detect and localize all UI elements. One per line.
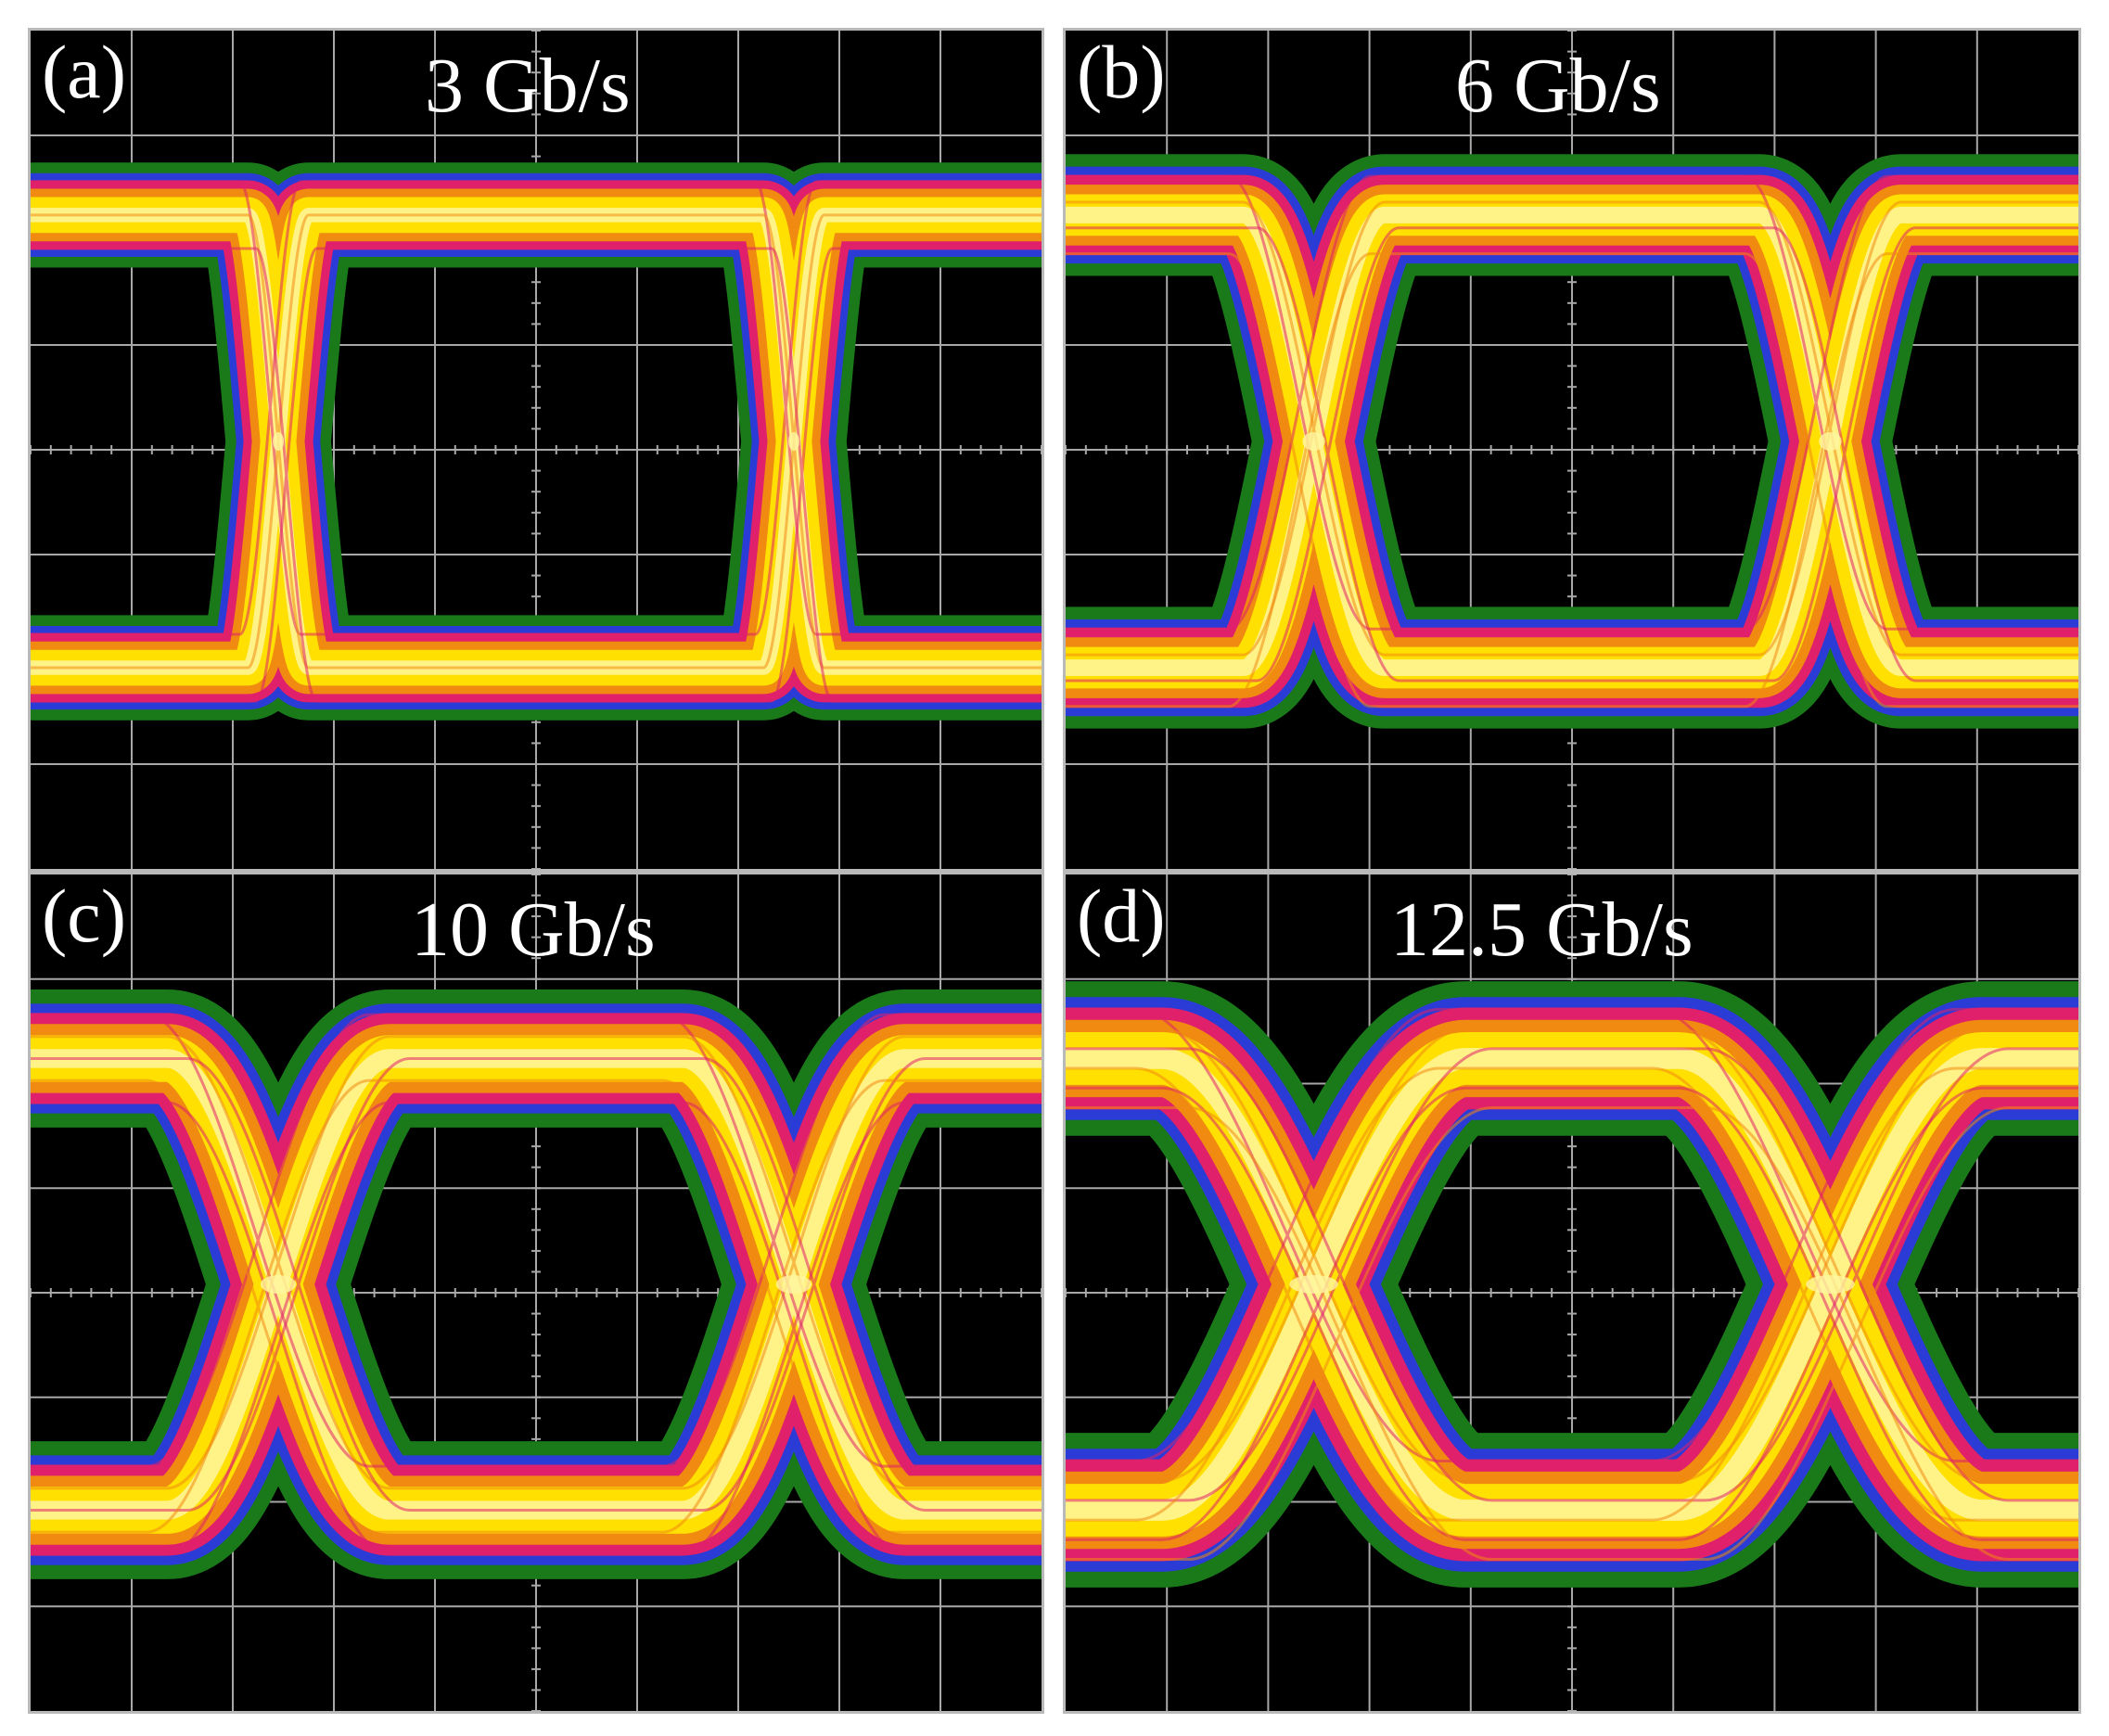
eye-trace-jitter (1066, 1066, 2078, 1522)
eye-crossing-point (260, 1274, 297, 1294)
eye-diagram-panel-c: (c) 10 Gb/s (28, 872, 1044, 1714)
eye-traces (1066, 154, 2078, 729)
panel-label-d: (d) (1077, 874, 1166, 958)
eye-trace-jitter (31, 247, 1042, 703)
eye-traces (31, 989, 1042, 1579)
bit-rate-label-d: 12.5 Gb/s (1390, 887, 1694, 973)
eye-diagram-plot-d (1066, 874, 2078, 1711)
eye-trace-jitter (1066, 200, 2078, 657)
eye-trace-jitter (31, 180, 1042, 636)
eye-trace-jitter (1066, 1105, 2078, 1562)
bit-rate-label-b: 6 Gb/s (1455, 43, 1661, 129)
bit-rate-label-c: 10 Gb/s (411, 887, 656, 973)
panel-label-b: (b) (1077, 30, 1166, 114)
eye-trace-jitter (1066, 1047, 2078, 1502)
eye-crossing-point (775, 1274, 812, 1294)
eye-trace-jitter (31, 1056, 1042, 1513)
eye-diagram-panel-d: (d) 12.5 Gb/s (1063, 872, 2081, 1714)
eye-crossing-point (273, 431, 285, 451)
eye-trace-jitter (1066, 1007, 2078, 1462)
eye-diagram-panel-a: (a) 3 Gb/s (28, 28, 1044, 872)
eye-trace-jitter (31, 1101, 1042, 1556)
eye-diagram-panel-b: (b) 6 Gb/s (1063, 28, 2081, 872)
eye-trace-jitter (1066, 1028, 2078, 1483)
eye-trace-jitter (1066, 226, 2078, 683)
eye-trace-jitter (1066, 174, 2078, 631)
eye-diagram-plot-a (31, 31, 1042, 869)
eye-diagram-plot-b (1066, 31, 2078, 869)
eye-traces (1066, 981, 2078, 1588)
eye-trace-jitter (1066, 1086, 2078, 1541)
eye-trace-jitter (31, 1035, 1042, 1490)
eye-trace-jitter (31, 1013, 1042, 1468)
panel-label-c: (c) (42, 874, 127, 958)
eye-trace-jitter (1066, 252, 2078, 708)
grid (31, 31, 1042, 869)
panel-label-a: (a) (42, 30, 127, 114)
eye-crossing-point (1289, 1274, 1338, 1294)
eye-crossing-point (787, 431, 799, 451)
eye-trace-jitter (31, 1079, 1042, 1534)
eye-diagram-plot-c (31, 874, 1042, 1711)
eye-crossing-point (1806, 1274, 1855, 1294)
eye-crossing-point (1302, 431, 1325, 451)
eye-traces (31, 162, 1042, 721)
bit-rate-label-a: 3 Gb/s (425, 43, 631, 129)
eye-crossing-point (1819, 431, 1842, 451)
